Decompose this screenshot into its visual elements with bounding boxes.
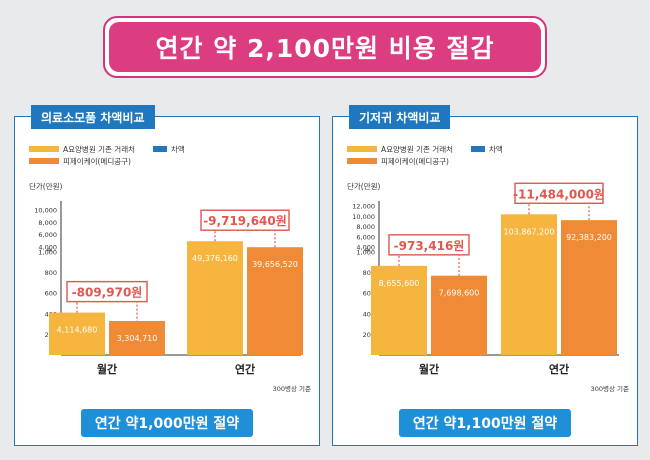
y-tick-label: 400 xyxy=(363,310,375,318)
legend-label-series-a: A요양병원 기존 거래처 xyxy=(381,145,453,154)
bar xyxy=(431,275,487,355)
chart-title: 의료소모품 차액비교 xyxy=(31,105,155,129)
y-tick-label: 600 xyxy=(363,290,375,298)
difference-box xyxy=(388,234,470,256)
bar xyxy=(109,320,165,355)
chart-panel-medical-supplies: A요양병원 기존 거래처차액피제이케이(메디공구)단가(만원)200400600… xyxy=(14,105,320,446)
bar xyxy=(371,265,427,355)
legend-swatch-series-b xyxy=(347,158,377,164)
page-title: 연간 약 2,100만원 비용 절감 xyxy=(109,22,541,72)
bar-value-label: 3,304,710 xyxy=(117,334,158,343)
y-tick-label: 6,000 xyxy=(38,231,57,239)
bar xyxy=(561,220,617,355)
y-axis-label: 단가(만원) xyxy=(29,181,63,191)
chart-title: 기저귀 차액비교 xyxy=(349,105,451,129)
x-category-label: 월간 xyxy=(97,362,117,376)
bar xyxy=(49,312,105,355)
savings-footer: 연간 약1,000만원 절약 xyxy=(15,409,319,437)
bar-value-label: 7,698,600 xyxy=(439,289,480,298)
x-category-label: 연간 xyxy=(549,362,569,376)
y-tick-label: 4,000 xyxy=(38,244,57,252)
axis-break-symbol: ≈ xyxy=(364,246,371,255)
legend-swatch-series-a xyxy=(29,146,59,152)
difference-box xyxy=(200,209,290,231)
y-tick-label: 12,000 xyxy=(352,203,375,211)
bar xyxy=(187,241,243,355)
scale-note: 300병상 기준 xyxy=(591,384,629,393)
legend-swatch-series-b xyxy=(29,158,59,164)
y-tick-label: 600 xyxy=(45,290,57,298)
y-tick-label: 4,000 xyxy=(356,244,375,252)
bar-value-label: 49,376,160 xyxy=(192,254,238,263)
bar-value-label: 8,655,600 xyxy=(379,279,420,288)
difference-box xyxy=(514,182,604,204)
difference-label: -973,416원 xyxy=(394,239,465,253)
savings-footer-text: 연간 약1,100만원 절약 xyxy=(398,409,572,437)
difference-label: -11,484,000원 xyxy=(513,187,605,201)
y-axis-label: 단가(만원) xyxy=(347,181,381,191)
difference-label: -809,970원 xyxy=(72,286,143,300)
chart-medical-supplies: A요양병원 기존 거래처차액피제이케이(메디공구)단가(만원)200400600… xyxy=(29,144,311,393)
legend-swatch-diff xyxy=(471,146,485,152)
y-tick-label: 10,000 xyxy=(34,207,57,215)
scale-note: 300병상 기준 xyxy=(273,384,311,393)
x-category-label: 월간 xyxy=(419,362,439,376)
bar-value-label: 39,656,520 xyxy=(252,260,298,269)
y-tick-label: 10,000 xyxy=(352,213,375,221)
legend-label-diff: 차액 xyxy=(171,144,185,154)
y-tick-label: 200 xyxy=(363,331,375,339)
bar xyxy=(247,247,303,355)
y-tick-label: 800 xyxy=(363,269,375,277)
y-tick-label: 8,000 xyxy=(38,219,57,227)
y-tick-label: 1,000 xyxy=(38,249,57,257)
bar-value-label: 92,383,200 xyxy=(566,233,612,242)
y-tick-label: 6,000 xyxy=(356,233,375,241)
axis-break-symbol: ≈ xyxy=(46,246,53,255)
difference-box xyxy=(66,280,148,303)
legend-label-series-a: A요양병원 기존 거래처 xyxy=(63,145,135,154)
bar-value-label: 103,867,200 xyxy=(504,227,555,236)
x-category-label: 연간 xyxy=(235,362,255,376)
bar-value-label: 4,114,680 xyxy=(57,326,98,335)
y-tick-label: 800 xyxy=(45,269,57,277)
savings-footer-text: 연간 약1,000만원 절약 xyxy=(80,409,254,437)
y-tick-label: 1,000 xyxy=(356,249,375,257)
bar xyxy=(501,214,557,355)
difference-label: -9,719,640원 xyxy=(203,214,287,228)
legend-swatch-series-a xyxy=(347,146,377,152)
legend-label-series-b: 피제이케이(메디공구) xyxy=(63,156,131,166)
legend-label-series-b: 피제이케이(메디공구) xyxy=(381,156,449,166)
title-banner: 연간 약 2,100만원 비용 절감 xyxy=(103,16,547,78)
legend-label-diff: 차액 xyxy=(489,144,503,154)
y-tick-label: 8,000 xyxy=(356,223,375,231)
savings-footer: 연간 약1,100만원 절약 xyxy=(333,409,637,437)
legend-swatch-diff xyxy=(153,146,167,152)
